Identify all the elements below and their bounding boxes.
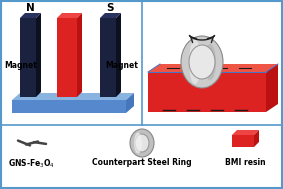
Polygon shape — [20, 13, 41, 18]
Polygon shape — [77, 13, 82, 97]
Polygon shape — [12, 100, 126, 113]
Polygon shape — [57, 18, 77, 97]
Polygon shape — [232, 130, 259, 135]
Polygon shape — [254, 130, 259, 147]
Text: N: N — [26, 3, 34, 13]
Polygon shape — [148, 64, 278, 72]
Polygon shape — [126, 93, 134, 113]
Ellipse shape — [189, 45, 215, 79]
Ellipse shape — [204, 44, 216, 80]
Polygon shape — [36, 13, 41, 97]
Text: GNS-Fe$_3$O$_4$: GNS-Fe$_3$O$_4$ — [8, 158, 55, 170]
Polygon shape — [100, 18, 116, 97]
Ellipse shape — [181, 36, 223, 88]
Polygon shape — [116, 13, 121, 97]
Polygon shape — [12, 93, 134, 100]
Polygon shape — [232, 135, 254, 147]
Text: S: S — [106, 3, 114, 13]
Polygon shape — [20, 18, 36, 97]
Polygon shape — [57, 13, 82, 18]
Ellipse shape — [135, 134, 149, 152]
Polygon shape — [148, 72, 266, 112]
Polygon shape — [100, 13, 121, 18]
Text: Magnet: Magnet — [105, 60, 138, 70]
Text: Magnet: Magnet — [4, 60, 37, 70]
Text: BMI resin: BMI resin — [225, 158, 266, 167]
Text: Counterpart Steel Ring: Counterpart Steel Ring — [92, 158, 192, 167]
Ellipse shape — [130, 129, 154, 157]
Ellipse shape — [134, 132, 142, 153]
Ellipse shape — [189, 40, 201, 84]
Polygon shape — [266, 64, 278, 112]
